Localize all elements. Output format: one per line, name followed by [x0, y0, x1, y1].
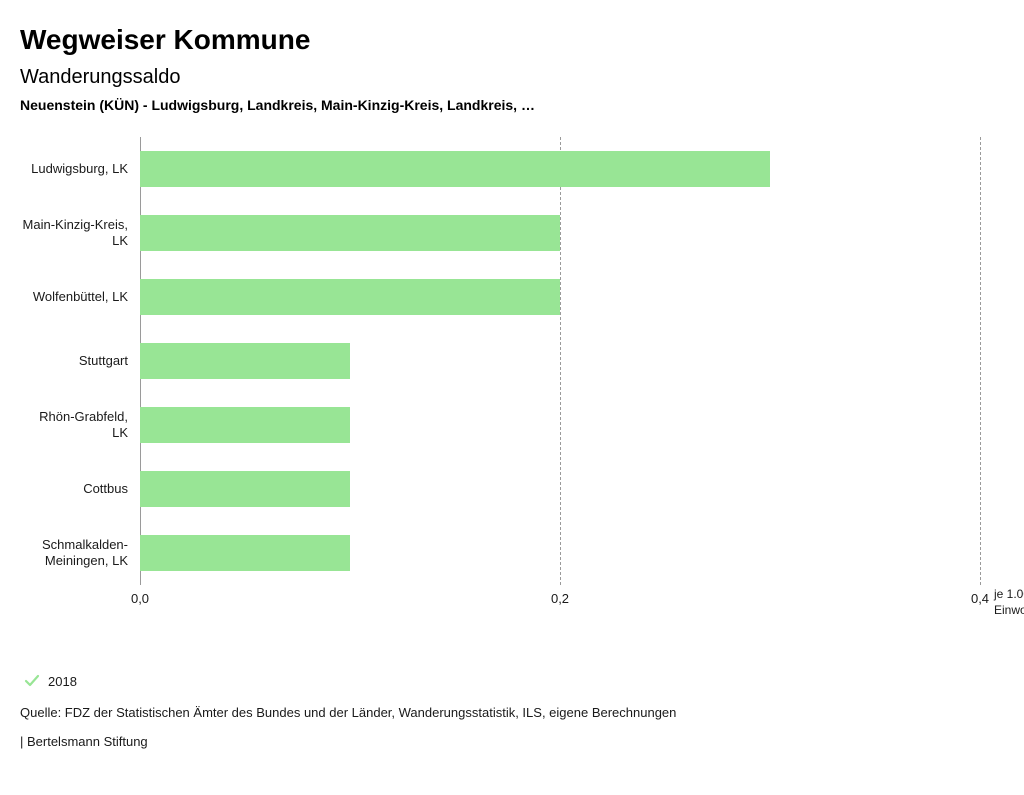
x-tick-label: 0,0 — [131, 591, 149, 606]
bar-row — [140, 393, 980, 457]
bar — [140, 471, 350, 507]
bar-row — [140, 457, 980, 521]
page-title: Wegweiser Kommune — [20, 24, 1004, 56]
x-axis-unit: je 1.000 Einwohner:innen — [994, 587, 1024, 618]
y-axis-label: Rhön-Grabfeld, LK — [20, 393, 132, 457]
check-icon — [24, 673, 40, 689]
bar — [140, 407, 350, 443]
y-axis-label: Stuttgart — [20, 329, 132, 393]
bar — [140, 343, 350, 379]
bar-row — [140, 265, 980, 329]
bar — [140, 215, 560, 251]
bar-row — [140, 137, 980, 201]
y-axis-label: Ludwigsburg, LK — [20, 137, 132, 201]
y-axis-label: Cottbus — [20, 457, 132, 521]
bar-row — [140, 201, 980, 265]
breadcrumb: Neuenstein (KÜN) - Ludwigsburg, Landkrei… — [20, 97, 1004, 113]
y-axis-label: Main-Kinzig-Kreis, LK — [20, 201, 132, 265]
legend-year: 2018 — [48, 674, 77, 689]
chart-plot — [140, 137, 980, 585]
bar — [140, 279, 560, 315]
bar — [140, 151, 770, 187]
bar-row — [140, 329, 980, 393]
bar — [140, 535, 350, 571]
chart-area: Ludwigsburg, LKMain-Kinzig-Kreis, LKWolf… — [20, 137, 980, 617]
legend: 2018 — [20, 673, 1004, 689]
x-tick-label: 0,2 — [551, 591, 569, 606]
gridline — [980, 137, 981, 585]
y-axis-label: Schmalkalden-Meiningen, LK — [20, 521, 132, 585]
bar-row — [140, 521, 980, 585]
page-subtitle: Wanderungssaldo — [20, 66, 1004, 89]
attribution-text: | Bertelsmann Stiftung — [20, 734, 1004, 749]
y-axis-label: Wolfenbüttel, LK — [20, 265, 132, 329]
x-tick-label: 0,4 — [971, 591, 989, 606]
source-text: Quelle: FDZ der Statistischen Ämter des … — [20, 705, 1004, 720]
